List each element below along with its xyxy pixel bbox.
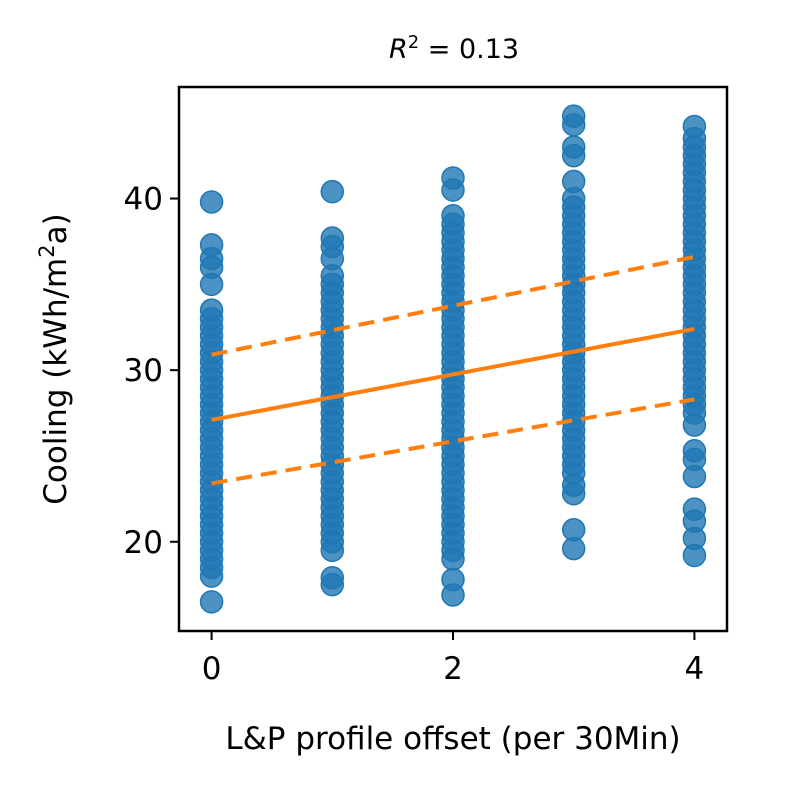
scatter-point-0-0 <box>199 590 224 614</box>
x-tick-label-4: 4 <box>685 651 705 687</box>
x-axis-label: L&P profile offset (per 30Min) <box>225 721 680 757</box>
scatter-point-2-1 <box>441 567 465 592</box>
scatter-point-3-41 <box>561 104 586 128</box>
y-axis-label: Cooling (kWh/m2a) <box>35 213 74 504</box>
scatter-point-0-37 <box>199 190 224 214</box>
regression-lines <box>211 254 695 486</box>
scatter-point-2-42 <box>441 203 465 228</box>
y-tick-label-20: 20 <box>124 525 163 561</box>
chart-title: R2 = 0.13 <box>389 32 519 66</box>
scatter-point-1-37 <box>320 226 345 250</box>
x-tick-label-0: 0 <box>202 651 222 687</box>
scatter-point-4-41 <box>682 114 707 139</box>
scatter-point-0-32 <box>199 298 224 322</box>
axis-ticks: 0 2 4 20 30 40 <box>124 182 705 687</box>
scatter-point-1-38 <box>320 179 345 204</box>
scatter-point-3-39 <box>561 135 586 159</box>
scatter-points <box>199 104 707 614</box>
scatter-point-1-1 <box>320 566 345 590</box>
scatter-point-2-44 <box>441 166 465 190</box>
scatter-point-4-3 <box>682 497 707 521</box>
y-tick-label-30: 30 <box>124 353 163 389</box>
fit-line <box>211 327 695 422</box>
scatter-point-4-6 <box>682 439 707 463</box>
y-tick-label-40: 40 <box>124 182 163 218</box>
scatter-point-0-36 <box>199 233 224 257</box>
x-tick-label-2: 2 <box>443 651 463 687</box>
lower-band-line <box>211 397 695 486</box>
scatter-point-3-37 <box>561 169 586 194</box>
scatter-point-3-1 <box>561 518 586 542</box>
upper-band-line <box>211 254 695 357</box>
